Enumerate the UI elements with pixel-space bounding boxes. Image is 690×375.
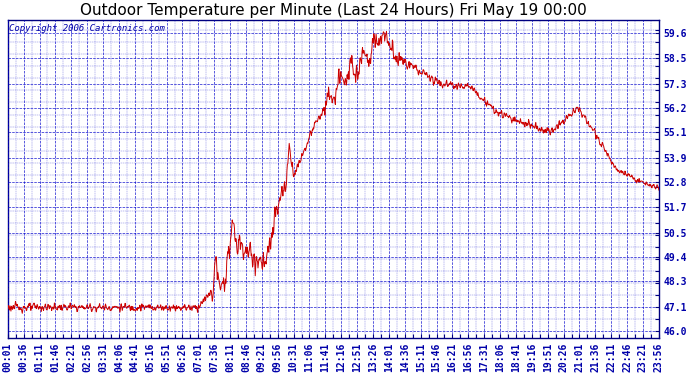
Title: Outdoor Temperature per Minute (Last 24 Hours) Fri May 19 00:00: Outdoor Temperature per Minute (Last 24 … <box>80 3 586 18</box>
Text: Copyright 2006 Cartronics.com: Copyright 2006 Cartronics.com <box>9 24 165 33</box>
